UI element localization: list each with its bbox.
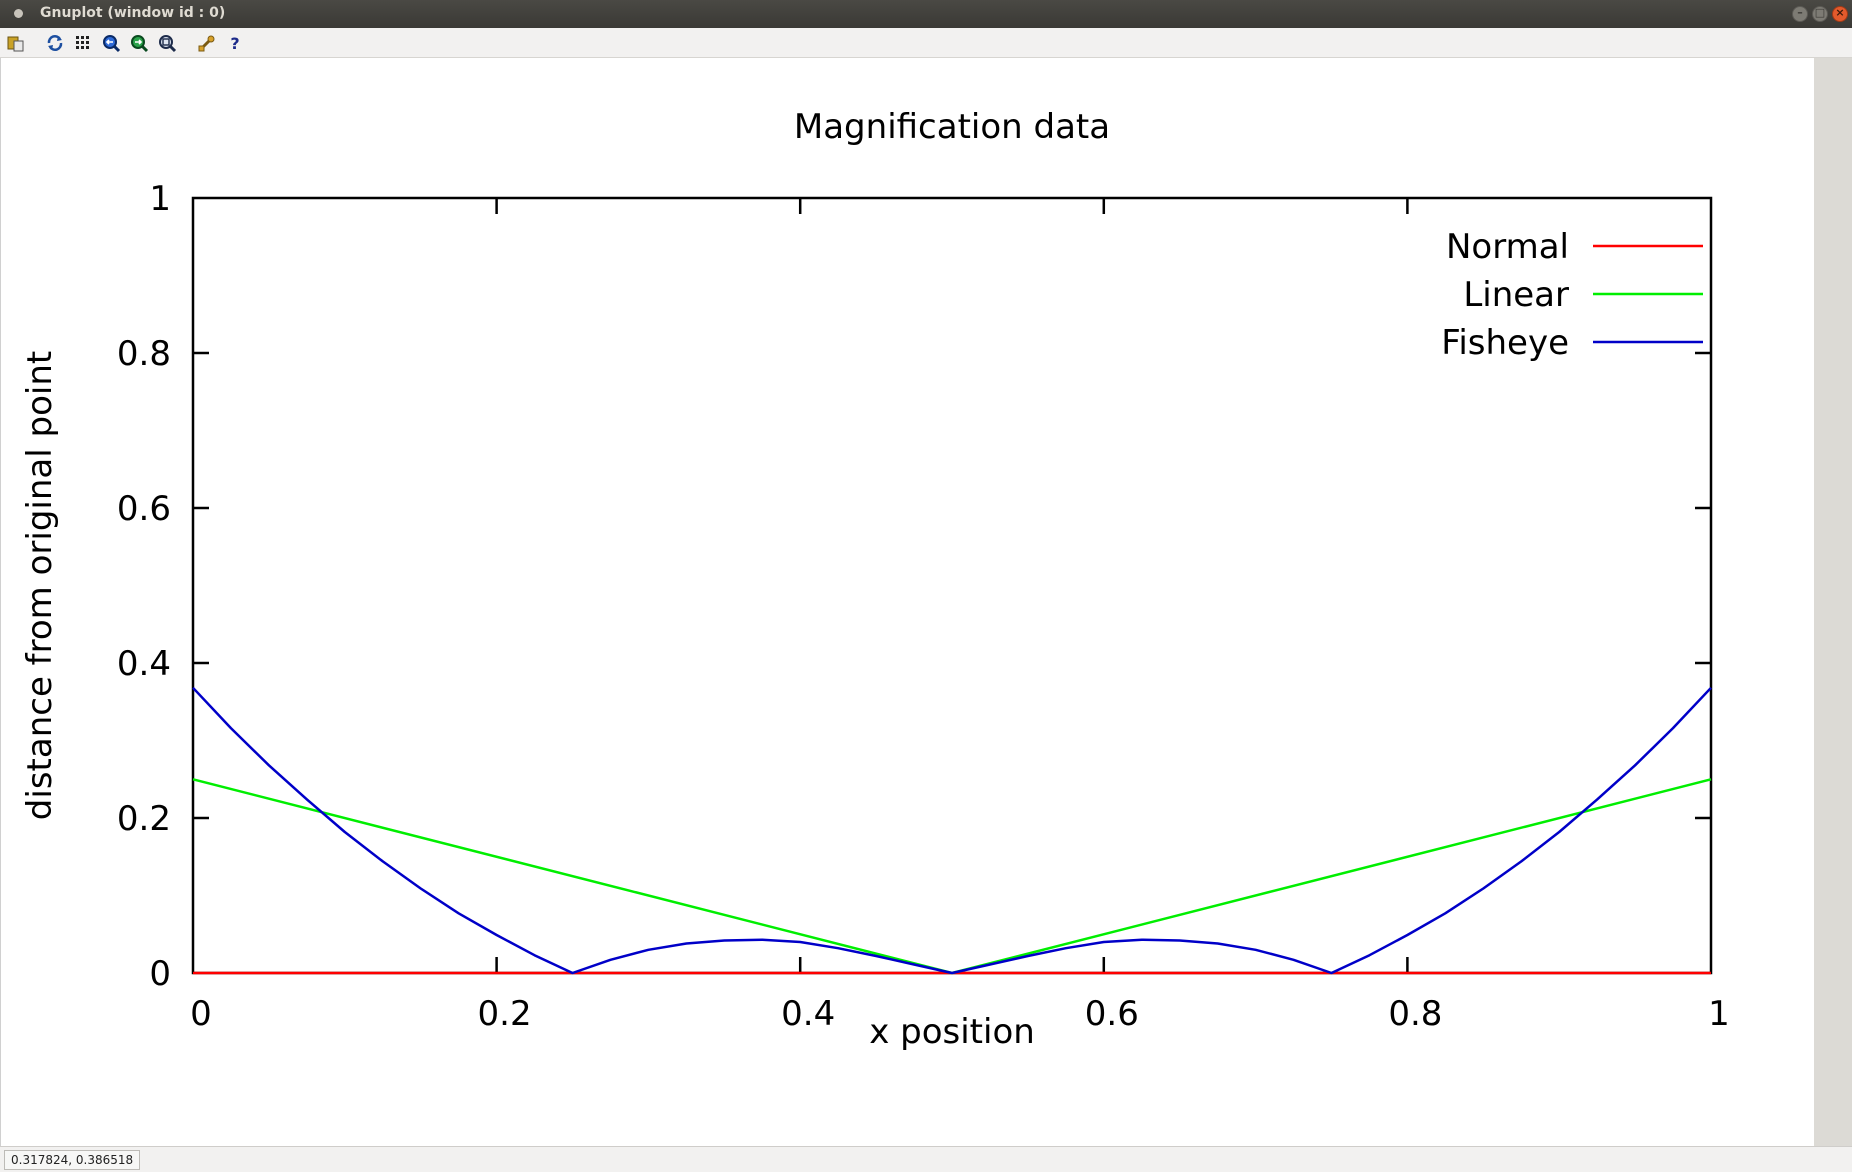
maximize-icon: □ [1814, 6, 1826, 19]
plot-area[interactable]: Magnification data 0 0.2 0.4 0.6 0.8 1 0 0.2 0.4 0… [0, 58, 1814, 1146]
y-tick-label: 0.2 [117, 799, 171, 839]
series-line-fisheye [192, 686, 1712, 975]
settings-icon [198, 35, 215, 52]
window-title: Gnuplot (window id : 0) [40, 5, 226, 21]
x-tick-label: 0.2 [478, 994, 532, 1034]
x-axis-label: x position [869, 1012, 1035, 1052]
help-icon: ? [230, 34, 239, 53]
window-titlebar: Gnuplot (window id : 0) – □ × [0, 0, 1852, 28]
y-tick-label: 0.6 [117, 489, 171, 529]
replot-button[interactable] [45, 33, 65, 53]
y-axis-label: distance from original point [20, 351, 60, 820]
y-tick-label: 0.4 [117, 644, 171, 684]
y-tick-label: 0.8 [117, 334, 171, 374]
zoom-next-button[interactable] [129, 33, 149, 53]
zoom-previous-button[interactable] [101, 33, 121, 53]
grid-icon [76, 36, 89, 49]
legend-label-linear: Linear [1463, 275, 1569, 315]
chart: Magnification data 0 0.2 0.4 0.6 0.8 1 0 0.2 0.4 0… [20, 107, 1730, 1052]
vertical-scrollbar[interactable] [1814, 58, 1852, 1146]
svg-text:?: ? [230, 34, 239, 53]
window-menu-icon[interactable] [14, 9, 23, 18]
status-bar: 0.317824, 0.386518 [0, 1146, 1852, 1172]
y-tick-label: 1 [149, 179, 171, 219]
copy-clipboard-icon [7, 36, 24, 52]
zoom-previous-icon [103, 35, 121, 53]
minimize-icon: – [1797, 6, 1803, 19]
chart-title: Magnification data [794, 107, 1110, 147]
toolbar: ? [0, 28, 1852, 58]
settings-button[interactable] [197, 33, 217, 53]
legend-label-normal: Normal [1446, 227, 1569, 267]
autoscale-button[interactable] [157, 33, 177, 53]
grid-button[interactable] [73, 33, 93, 53]
x-tick-label: 1 [1708, 994, 1730, 1034]
minimize-button[interactable]: – [1792, 6, 1808, 22]
mouse-coordinates: 0.317824, 0.386518 [4, 1150, 141, 1170]
zoom-next-icon [131, 35, 149, 53]
help-button[interactable]: ? [225, 33, 245, 53]
x-tick-label: 0.8 [1388, 994, 1442, 1034]
replot-icon [47, 35, 63, 51]
legend-label-fisheye: Fisheye [1441, 323, 1569, 363]
x-tick-label: 0.6 [1085, 994, 1139, 1034]
maximize-button[interactable]: □ [1812, 6, 1828, 22]
x-tick-label: 0.4 [781, 994, 835, 1034]
autoscale-icon [159, 35, 177, 53]
y-tick-label: 0 [149, 954, 171, 994]
close-icon: × [1835, 6, 1845, 19]
x-tick-label: 0 [190, 994, 212, 1034]
series-line-linear [192, 778, 1712, 975]
close-button[interactable]: × [1832, 6, 1848, 22]
copy-clipboard-button[interactable] [6, 33, 26, 53]
